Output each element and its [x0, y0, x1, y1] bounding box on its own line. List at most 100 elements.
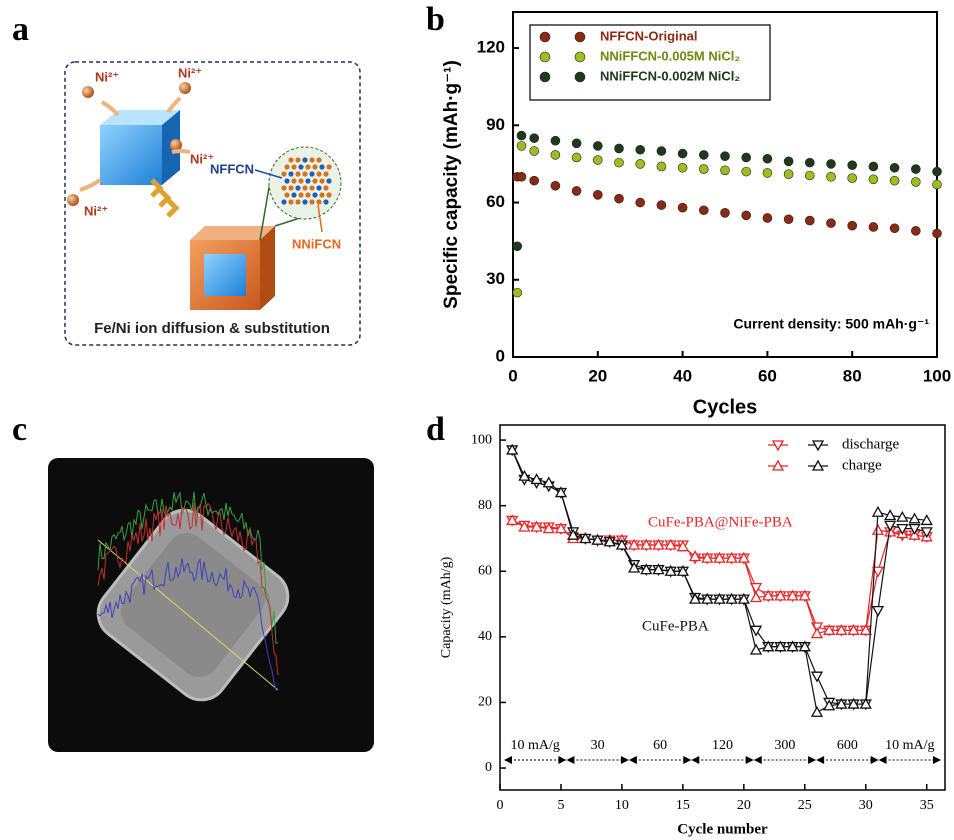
legend-label: charge: [842, 457, 882, 473]
legend-label: NNiFFCN-0.002M NiCl₂: [600, 68, 740, 83]
data-point: [657, 162, 666, 171]
data-point: [911, 165, 920, 174]
data-point: [513, 288, 522, 297]
atom: [302, 199, 307, 204]
data-point: [763, 168, 772, 177]
data-point: [890, 224, 899, 233]
x-tick-label: 30: [859, 798, 873, 813]
atom: [312, 192, 317, 197]
atom: [295, 157, 300, 162]
x-tick-label: 20: [588, 366, 607, 385]
atom: [316, 157, 321, 162]
data-point: [805, 216, 814, 225]
x-tick-label: 10: [615, 798, 629, 813]
atom: [323, 185, 328, 190]
x-tick-label: 100: [923, 366, 951, 385]
data-point: [933, 229, 942, 238]
atom: [298, 164, 303, 169]
data-point: [678, 163, 687, 172]
rate-label: 30: [591, 738, 605, 753]
rate-label: 60: [653, 738, 667, 753]
y-tick-label: 60: [478, 563, 492, 578]
discharge-marker: [812, 672, 822, 681]
atom: [281, 185, 286, 190]
atom: [305, 178, 310, 183]
ion-label: Ni²⁺: [95, 69, 119, 84]
data-point: [911, 226, 920, 235]
cube-front: [100, 125, 162, 185]
data-point: [784, 170, 793, 179]
data-point: [784, 215, 793, 224]
atom: [291, 178, 296, 183]
x-tick-label: 5: [557, 798, 564, 813]
atom: [298, 192, 303, 197]
x-tick-label: 40: [673, 366, 692, 385]
x-axis-title: Cycle number: [677, 821, 768, 837]
data-point: [933, 167, 942, 176]
y-tick-label: 0: [485, 760, 492, 775]
legend-label: NNiFFCN-0.005M NiCl₂: [600, 48, 740, 63]
legend-marker: [575, 52, 585, 62]
legend-marker: [540, 52, 550, 62]
ion-label: Ni²⁺: [178, 65, 202, 80]
ion-label: Ni²⁺: [84, 203, 108, 218]
data-point: [636, 159, 645, 168]
charge-marker: [873, 507, 883, 516]
legend-marker: [540, 72, 550, 82]
y-axis-title: Specific capacity (mAh·g⁻¹): [441, 60, 462, 309]
data-point: [848, 161, 857, 170]
data-point: [657, 147, 666, 156]
atom: [288, 199, 293, 204]
atom: [305, 192, 310, 197]
atom: [281, 171, 286, 176]
atom: [316, 185, 321, 190]
atom: [302, 157, 307, 162]
data-point: [551, 136, 560, 145]
figure: a b c d Ni²⁺ Ni²⁺ Ni²⁺ Ni²⁺ NFFCN NNiFCN…: [0, 0, 954, 840]
data-point: [517, 172, 526, 181]
y-tick-label: 120: [477, 38, 505, 57]
atom: [295, 199, 300, 204]
ion: [82, 86, 94, 98]
ion: [67, 194, 79, 206]
data-point: [763, 154, 772, 163]
data-point: [572, 139, 581, 148]
data-point: [848, 221, 857, 230]
series-line: [512, 450, 927, 712]
atom: [326, 178, 331, 183]
x-tick-label: 25: [798, 798, 812, 813]
data-point: [699, 150, 708, 159]
data-point: [593, 190, 602, 199]
ion-arrow: [172, 151, 190, 152]
data-point: [805, 171, 814, 180]
cube-side: [260, 226, 275, 310]
legend-marker: [540, 32, 550, 42]
atom: [288, 171, 293, 176]
data-point: [517, 141, 526, 150]
atom: [326, 192, 331, 197]
rate-label: 120: [712, 738, 733, 753]
series-line: [512, 450, 927, 704]
data-point: [869, 162, 878, 171]
atom: [319, 178, 324, 183]
data-point: [615, 158, 624, 167]
atom: [284, 178, 289, 183]
data-point: [699, 165, 708, 174]
y-tick-label: 0: [496, 346, 505, 365]
data-point: [699, 206, 708, 215]
atom: [309, 199, 314, 204]
charge-marker: [873, 525, 883, 534]
atom: [295, 185, 300, 190]
atom: [309, 157, 314, 162]
data-point: [763, 213, 772, 222]
data-point: [890, 176, 899, 185]
data-point: [827, 172, 836, 181]
core: [204, 254, 246, 296]
x-tick-label: 0: [497, 798, 504, 813]
data-point: [551, 150, 560, 159]
atom: [316, 171, 321, 176]
data-point: [657, 201, 666, 210]
annotation: Current density: 500 mAh·g⁻¹: [733, 316, 929, 332]
data-point: [742, 211, 751, 220]
atom: [302, 185, 307, 190]
